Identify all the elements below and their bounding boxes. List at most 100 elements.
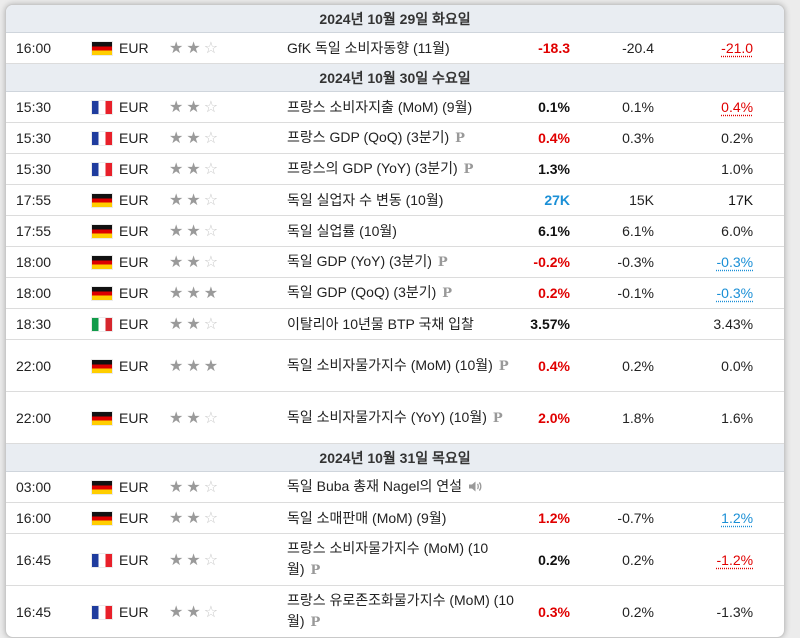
forecast-value: -0.7% (572, 502, 666, 534)
forecast-value: 15K (572, 184, 666, 216)
event-cell[interactable]: 프랑스 소비자지출 (MoM) (9월) (287, 91, 520, 123)
fr-flag-icon (92, 101, 112, 114)
event-name-link[interactable]: 독일 소비자물가지수 (MoM) (10월) (287, 356, 493, 373)
event-cell[interactable]: 독일 GDP (YoY) (3분기) P (287, 246, 520, 278)
fr-flag-icon (92, 605, 112, 619)
currency-label: EUR (119, 192, 149, 208)
event-cell[interactable]: 프랑스 유로존조화물가지수 (MoM) (10월) P (287, 585, 520, 637)
event-name-link[interactable]: 프랑스 유로존조화물가지수 (MoM) (10월) (287, 592, 514, 629)
star-filled-icon: ★ (186, 479, 204, 496)
preliminary-icon: P (498, 358, 509, 374)
event-currency-cell: EUR (88, 32, 169, 64)
event-row[interactable]: 22:00 EUR ★★☆ 독일 소비자물가지수 (YoY) (10월) P 2.0% 1.… (6, 391, 784, 444)
event-cell[interactable]: 프랑스 소비자물가지수 (MoM) (10월) P (287, 533, 520, 586)
star-filled-icon: ★ (169, 223, 187, 240)
de-flag-icon (92, 411, 112, 425)
star-filled-icon: ★ (186, 603, 204, 621)
previous-value-cell: 6.0% (666, 215, 784, 247)
event-row[interactable]: 15:30 EUR ★★☆ 프랑스 소비자지출 (MoM) (9월) 0.1% 0.1% 0… (6, 91, 784, 123)
star-filled-icon: ★ (186, 40, 204, 57)
event-cell[interactable]: 프랑스의 GDP (YoY) (3분기) P (287, 153, 520, 185)
event-name-link[interactable]: 독일 실업률 (10월) (287, 222, 397, 239)
event-cell[interactable]: 독일 실업자 수 변동 (10월) (287, 184, 520, 216)
event-row[interactable]: 18:00 EUR ★★★ 독일 GDP (QoQ) (3분기) P 0.2% -0.1% -… (6, 277, 784, 309)
event-name-link[interactable]: 이탈리아 10년물 BTP 국채 입찰 (287, 315, 474, 332)
star-empty-icon: ☆ (203, 99, 222, 116)
forecast-value (572, 471, 666, 503)
event-currency-cell: EUR (88, 277, 169, 309)
event-time: 18:00 (6, 246, 88, 278)
star-empty-icon: ☆ (203, 223, 222, 240)
currency-label: EUR (119, 603, 149, 620)
event-name-link[interactable]: 독일 실업자 수 변동 (10월) (287, 191, 444, 208)
previous-value: -21.0 (721, 40, 754, 56)
star-empty-icon: ☆ (203, 551, 222, 569)
event-row[interactable]: 03:00 EUR ★★☆ 독일 Buba 총재 Nagel의 연설 (6, 471, 784, 503)
event-time: 16:45 (6, 585, 88, 637)
currency-label: EUR (119, 316, 149, 332)
star-filled-icon: ★ (169, 192, 187, 209)
event-name-link[interactable]: 프랑스 GDP (QoQ) (3분기) (287, 129, 450, 145)
forecast-value: 0.3% (572, 122, 666, 154)
event-cell[interactable]: 독일 소매판매 (MoM) (9월) (287, 502, 520, 534)
event-name-link[interactable]: 프랑스 소비자지출 (MoM) (9월) (287, 98, 473, 115)
event-row[interactable]: 18:00 EUR ★★☆ 독일 GDP (YoY) (3분기) P -0.2% -0.3%… (6, 246, 784, 278)
currency-label: EUR (119, 254, 149, 270)
actual-value (520, 471, 572, 503)
event-time: 22:00 (6, 391, 88, 444)
importance-stars: ★★☆ (169, 122, 287, 154)
event-name-link[interactable]: GfK 독일 소비자동향 (11월) (287, 39, 450, 56)
event-cell[interactable]: 독일 GDP (QoQ) (3분기) P (287, 277, 520, 309)
previous-value-cell: 0.0% (666, 339, 784, 392)
event-row[interactable]: 16:45 EUR ★★☆ 프랑스 소비자물가지수 (MoM) (10월) P 0.2% 0… (6, 533, 784, 586)
event-row[interactable]: 16:00 EUR ★★☆ 독일 소매판매 (MoM) (9월) 1.2% -0.7% 1.… (6, 502, 784, 534)
previous-value-cell: -1.2% (666, 533, 784, 586)
star-filled-icon: ★ (186, 192, 204, 209)
event-currency-cell: EUR (88, 502, 169, 534)
event-cell[interactable]: 독일 소비자물가지수 (YoY) (10월) P (287, 391, 520, 444)
star-empty-icon: ☆ (203, 254, 222, 271)
actual-value: 3.57% (520, 308, 572, 340)
event-name-link[interactable]: 독일 소비자물가지수 (YoY) (10월) (287, 408, 487, 425)
preliminary-icon: P (310, 615, 321, 630)
event-name-link[interactable]: 독일 GDP (QoQ) (3분기) (287, 284, 437, 300)
event-name-link[interactable]: 프랑스의 GDP (YoY) (3분기) (287, 160, 458, 176)
event-row[interactable]: 15:30 EUR ★★☆ 프랑스의 GDP (YoY) (3분기) P 1.3% 1.0% (6, 153, 784, 185)
star-filled-icon: ★ (169, 40, 187, 57)
event-row[interactable]: 15:30 EUR ★★☆ 프랑스 GDP (QoQ) (3분기) P 0.4% 0.3% 0… (6, 122, 784, 154)
event-row[interactable]: 16:45 EUR ★★☆ 프랑스 유로존조화물가지수 (MoM) (10월) P 0.3… (6, 585, 784, 637)
previous-value: 3.43% (713, 316, 754, 332)
event-row[interactable]: 16:00 EUR ★★☆ GfK 독일 소비자동향 (11월) -18.3 -20.4-… (6, 32, 784, 64)
event-row[interactable]: 17:55 EUR ★★☆ 독일 실업률 (10월) 6.1% 6.1% 6.0% (6, 215, 784, 247)
previous-value-cell: -0.3% (666, 246, 784, 278)
event-name-link[interactable]: 독일 소매판매 (MoM) (9월) (287, 509, 447, 526)
event-row[interactable]: 18:30 EUR ★★☆ 이탈리아 10년물 BTP 국채 입찰 3.57% 3.43% (6, 308, 784, 340)
event-currency-cell: EUR (88, 308, 169, 340)
star-filled-icon: ★ (169, 510, 187, 527)
previous-value: 1.0% (721, 161, 754, 177)
event-name-link[interactable]: 독일 Buba 총재 Nagel의 연설 (287, 477, 462, 494)
importance-stars: ★★☆ (169, 391, 287, 444)
forecast-value (572, 153, 666, 185)
actual-value: 0.1% (520, 91, 572, 123)
day-header-label: 2024년 10월 30일 수요일 (6, 63, 784, 92)
event-name-link[interactable]: 독일 GDP (YoY) (3분기) (287, 253, 432, 269)
star-empty-icon: ☆ (203, 316, 222, 333)
event-name-link[interactable]: 프랑스 소비자물가지수 (MoM) (10월) (287, 540, 489, 577)
event-row[interactable]: 22:00 EUR ★★★ 독일 소비자물가지수 (MoM) (10월) P 0.4% 0.… (6, 339, 784, 392)
event-cell[interactable]: 독일 실업률 (10월) (287, 215, 520, 247)
event-cell[interactable]: 프랑스 GDP (QoQ) (3분기) P (287, 122, 520, 154)
event-cell[interactable]: 독일 Buba 총재 Nagel의 연설 (287, 471, 520, 503)
star-filled-icon: ★ (186, 254, 204, 271)
event-currency-cell: EUR (88, 585, 169, 637)
previous-value-cell: 1.0% (666, 153, 784, 185)
day-header-row: 2024년 10월 29일 화요일 (6, 5, 784, 33)
actual-value: 0.2% (520, 277, 572, 309)
star-filled-icon: ★ (169, 130, 187, 147)
event-cell[interactable]: 이탈리아 10년물 BTP 국채 입찰 (287, 308, 520, 340)
event-time: 22:00 (6, 339, 88, 392)
event-cell[interactable]: 독일 소비자물가지수 (MoM) (10월) P (287, 339, 520, 392)
de-flag-icon (92, 481, 112, 494)
event-cell[interactable]: GfK 독일 소비자동향 (11월) (287, 32, 520, 64)
event-row[interactable]: 17:55 EUR ★★☆ 독일 실업자 수 변동 (10월) 27K 15K 17K (6, 184, 784, 216)
